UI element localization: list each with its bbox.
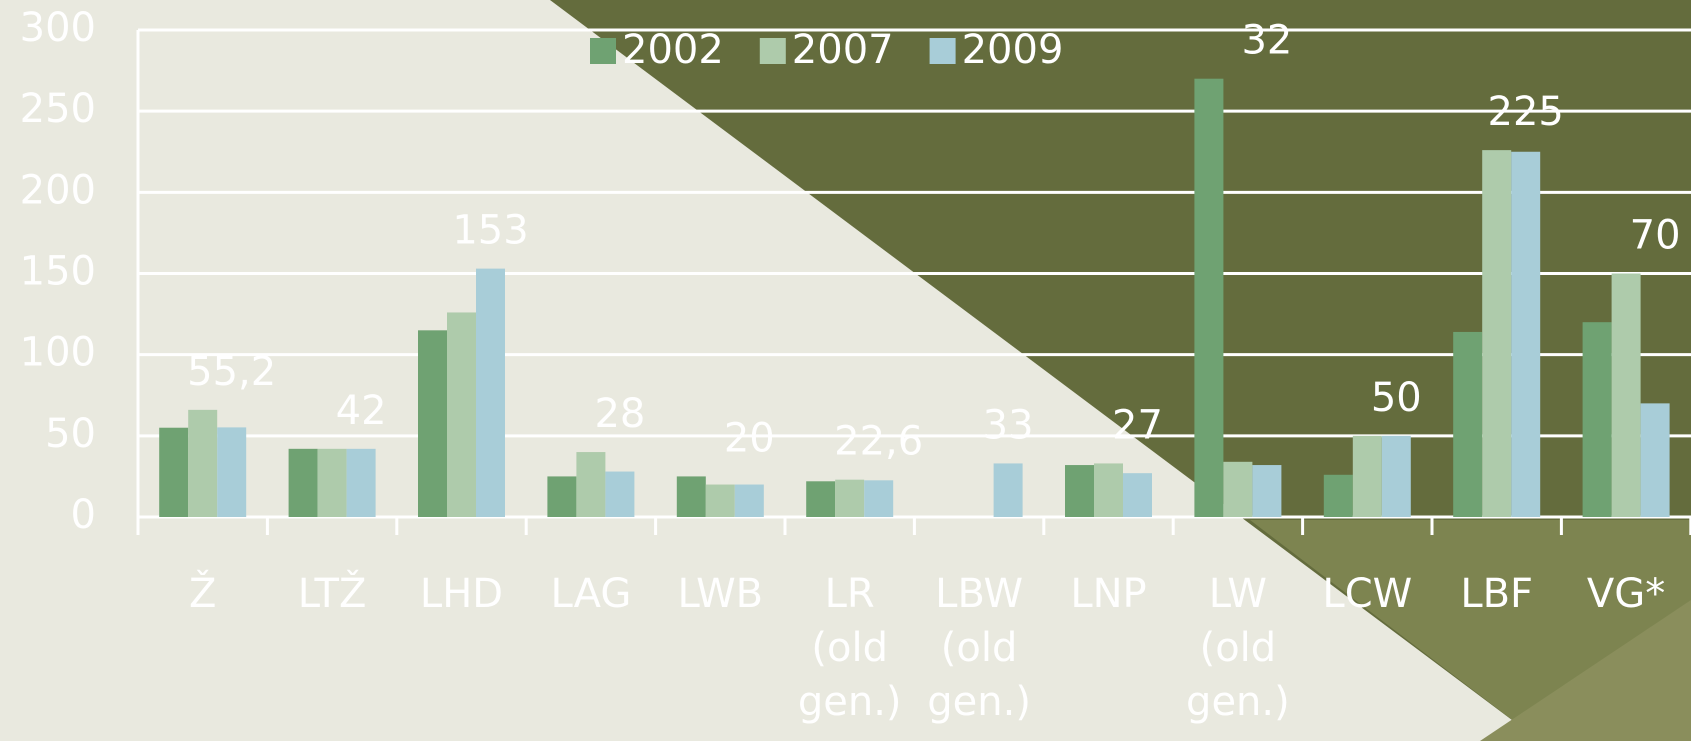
bar: [1223, 461, 1253, 517]
x-tick-label: LW (old gen.): [1186, 571, 1290, 725]
bar: [418, 330, 447, 517]
y-tick-label: 250: [20, 86, 96, 132]
x-tick-label: LBF: [1460, 571, 1534, 617]
data-label: 20: [724, 415, 775, 461]
legend-label: 2009: [962, 27, 1064, 73]
y-tick-label: 0: [71, 492, 96, 538]
legend-swatch: [590, 38, 616, 64]
legend-label: 2002: [622, 27, 724, 73]
y-tick-label: 150: [20, 249, 96, 295]
bar: [734, 484, 764, 517]
bar: [288, 448, 318, 517]
data-label: 70: [1630, 213, 1681, 259]
y-tick-label: 50: [45, 411, 96, 457]
background-light: [1480, 600, 1691, 741]
bar: [605, 471, 635, 517]
x-tick-label: LWB: [677, 571, 764, 617]
x-tick-label: LNP: [1070, 571, 1147, 617]
bar: [1352, 435, 1382, 517]
data-label: 225: [1488, 89, 1564, 135]
x-tick-label: LHD: [419, 571, 504, 617]
bar: [1323, 474, 1353, 517]
bar: [447, 312, 476, 517]
bar: [346, 448, 376, 517]
x-tick-label: LCW: [1322, 571, 1413, 617]
bar: [317, 448, 347, 517]
x-tick-label: LBW (old gen.): [927, 571, 1031, 725]
bar: [705, 484, 735, 517]
data-label: 42: [336, 388, 387, 434]
data-label: 50: [1371, 375, 1422, 421]
data-label: 32: [1241, 18, 1292, 64]
x-tick-label: LR (old gen.): [797, 571, 902, 725]
legend-swatch: [929, 38, 956, 64]
bar: [835, 479, 865, 517]
bar: [1453, 331, 1483, 517]
bar: [676, 476, 706, 517]
bar: [864, 480, 894, 517]
bar: [1482, 150, 1512, 518]
data-label: 22,6: [834, 419, 923, 465]
bar: [993, 463, 1023, 517]
bar: [1194, 78, 1224, 517]
bar: [159, 427, 189, 517]
y-tick-label: 200: [20, 167, 96, 213]
y-tick-label: 300: [20, 5, 96, 51]
bar: [1123, 473, 1152, 517]
x-tick-label: LTŽ: [297, 571, 367, 617]
legend-label: 2007: [792, 27, 894, 73]
data-label: 28: [594, 391, 645, 437]
data-label: 27: [1112, 402, 1163, 448]
bar: [1582, 322, 1612, 517]
x-tick-label: Ž: [188, 571, 217, 617]
bar: [217, 427, 247, 517]
bar: [476, 268, 505, 517]
data-label: 55,2: [187, 349, 276, 395]
bar: [1640, 403, 1670, 517]
bar: [806, 481, 836, 517]
legend-swatch: [759, 38, 786, 64]
bar: [1611, 273, 1641, 517]
bar: [1065, 465, 1094, 517]
bar: [1094, 463, 1123, 517]
bar: [1252, 465, 1282, 517]
bar: [1511, 151, 1541, 517]
x-tick-label: VG*: [1586, 571, 1666, 617]
bar: [547, 476, 577, 517]
y-tick-label: 100: [20, 330, 96, 376]
data-label: 153: [452, 208, 528, 254]
bar: [1381, 435, 1411, 517]
x-tick-label: LAG: [550, 571, 632, 617]
data-label: 33: [983, 402, 1034, 448]
bar: [576, 452, 606, 517]
bar: [188, 409, 218, 517]
